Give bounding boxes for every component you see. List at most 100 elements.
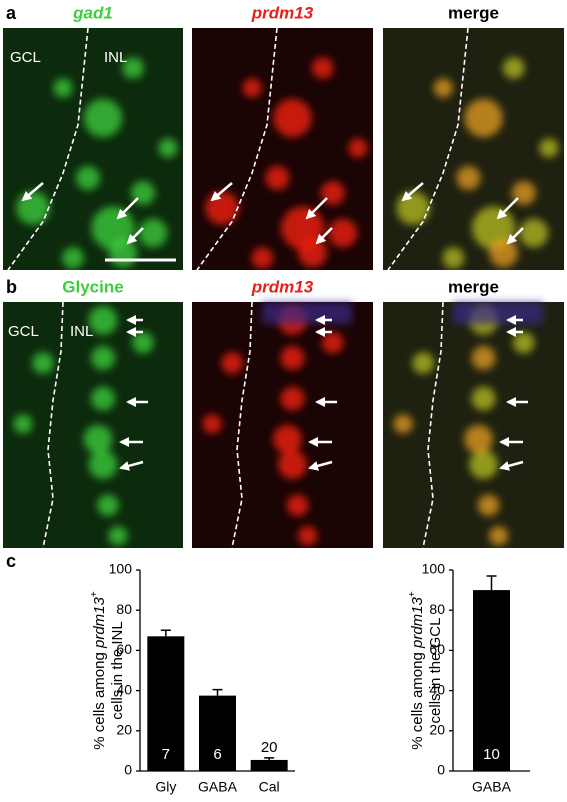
- region-label: GCL: [8, 323, 39, 340]
- y-axis-label-part: prdm13: [409, 596, 426, 649]
- n-label: 6: [213, 746, 221, 763]
- arrow: [126, 227, 144, 245]
- y-axis-label-part: % cells among: [409, 652, 426, 750]
- x-tick-label: Gly: [155, 779, 176, 795]
- cell: [442, 247, 465, 269]
- panel-title: merge: [448, 3, 499, 22]
- y-axis-label: % cells among prdm13+: [89, 591, 108, 750]
- arrow: [496, 197, 519, 220]
- cell: [76, 166, 100, 190]
- cell: [91, 345, 115, 370]
- cell: [393, 414, 413, 434]
- cell: [13, 414, 33, 434]
- micrographs: [3, 27, 564, 549]
- x-tick-label: Cal: [259, 779, 280, 795]
- y-axis-label-part: prdm13: [91, 596, 108, 649]
- panel-title: gad1: [72, 3, 113, 22]
- x-tick-label: GABA: [198, 779, 238, 795]
- cell: [348, 138, 368, 158]
- panel-title: prdm13: [251, 3, 314, 22]
- bar: [473, 590, 510, 771]
- y-tick-label: 0: [437, 762, 445, 778]
- cell: [265, 166, 290, 190]
- panel-letter: c: [6, 551, 16, 571]
- cell: [280, 386, 305, 411]
- n-label: 7: [162, 746, 170, 763]
- cell: [158, 138, 178, 158]
- blue-band: [453, 302, 543, 324]
- blue-band: [262, 302, 352, 324]
- region-label: GCL: [10, 49, 41, 66]
- cell: [202, 414, 222, 434]
- micrograph: [383, 27, 564, 271]
- cell: [298, 238, 328, 268]
- cells: [13, 305, 154, 546]
- cell: [242, 78, 262, 98]
- y-axis-label-part: +: [89, 591, 100, 597]
- y-tick-label: 60: [429, 641, 445, 657]
- cell: [311, 57, 334, 79]
- panel-title: prdm13: [251, 277, 314, 296]
- cell: [464, 424, 493, 454]
- y-tick-label: 20: [429, 722, 445, 738]
- micrograph: [3, 301, 183, 549]
- error-bar: [264, 757, 275, 760]
- micrograph: [383, 301, 564, 549]
- cell: [280, 345, 305, 370]
- y-tick-label: 0: [124, 762, 132, 778]
- y-axis-label: % cells among prdm13+: [407, 591, 426, 750]
- y-tick-label: 20: [116, 722, 132, 738]
- arrow: [401, 182, 424, 202]
- n-label: 10: [483, 746, 500, 763]
- cell: [286, 494, 309, 517]
- cells: [396, 57, 559, 269]
- cell: [108, 526, 128, 546]
- cell: [251, 247, 274, 269]
- error-bar: [486, 575, 497, 591]
- cell: [278, 450, 307, 480]
- y-axis-label-part: +: [407, 591, 418, 597]
- cell: [471, 345, 496, 370]
- cell: [471, 386, 496, 411]
- cell: [91, 386, 115, 411]
- bar: [199, 695, 236, 771]
- cell: [221, 352, 244, 374]
- arrow: [116, 197, 139, 220]
- cell: [328, 218, 358, 248]
- cell: [205, 191, 239, 225]
- layer-boundary: [42, 301, 64, 549]
- cell: [433, 78, 453, 98]
- cell: [396, 191, 430, 225]
- cell: [512, 331, 535, 354]
- cell: [88, 450, 118, 480]
- cell: [97, 494, 119, 517]
- cell: [16, 191, 50, 225]
- y-tick-label: 80: [116, 601, 132, 617]
- cell: [62, 247, 84, 269]
- y-tick-label: 80: [429, 601, 445, 617]
- cell: [539, 138, 559, 158]
- cell: [321, 331, 344, 354]
- cell: [108, 238, 138, 268]
- x-tick-label: GABA: [472, 779, 512, 795]
- arrow: [21, 182, 44, 202]
- panel-letter: b: [6, 277, 17, 297]
- bar: [250, 759, 288, 771]
- cells: [16, 57, 178, 269]
- y-tick-label: 40: [116, 681, 132, 697]
- arrow: [506, 227, 524, 245]
- y-tick-label: 40: [429, 681, 445, 697]
- layer-boundary: [7, 27, 89, 271]
- panel-title: merge: [448, 277, 499, 296]
- y-axis-label: cells in the GCL: [427, 618, 444, 724]
- micrograph: [192, 301, 373, 549]
- cells: [202, 305, 344, 546]
- y-tick-label: 100: [422, 561, 446, 577]
- panel-title: Glycine: [62, 277, 123, 296]
- cell: [83, 424, 113, 454]
- region-label: INL: [70, 323, 93, 340]
- cell: [456, 166, 481, 190]
- arrow: [305, 197, 328, 220]
- cell: [273, 424, 302, 454]
